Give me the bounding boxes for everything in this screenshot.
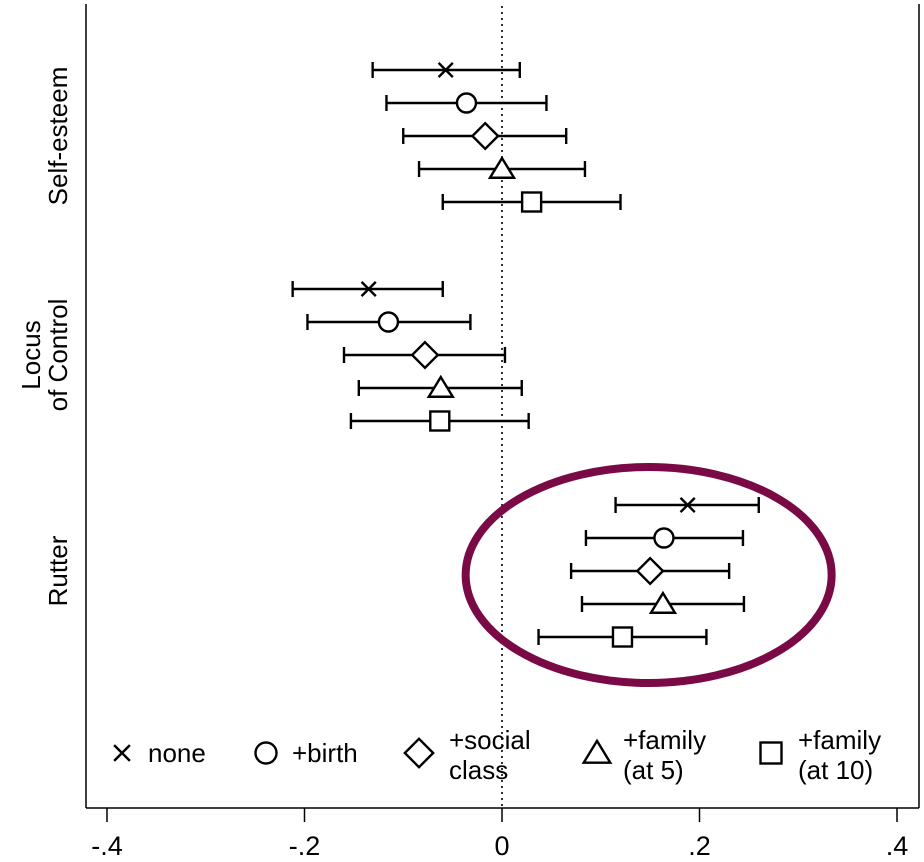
marker-fill [456,93,476,113]
data-point [349,410,530,432]
marker-fill [430,411,450,431]
data-point [385,92,548,114]
marker-fill [650,593,675,613]
legend-item: +family (at 5) [581,725,706,785]
data-point [342,340,507,370]
highlight-ellipse [461,463,836,687]
x-tick-label: 0 [494,831,509,861]
data-point [569,556,731,586]
data-point [580,590,746,614]
marker-circle [377,311,400,333]
x-tick-label: .4 [886,831,909,861]
marker-square [429,410,451,432]
marker-fill [378,312,398,332]
marker-fill [612,627,632,647]
legend-marker-circle [254,741,278,765]
legend-marker-triangle [581,738,613,764]
marker-square [611,626,634,648]
data-point [417,155,587,179]
legend-item: none [113,738,206,768]
data-point [371,62,521,78]
data-point [402,121,568,151]
legend-item: +family (at 10) [759,725,881,785]
marker-square [520,191,543,213]
legend-label: +family (at 5) [623,725,706,785]
legend-item: +social class [403,725,531,785]
marker-fill [522,192,542,212]
legend-label: +social class [449,725,531,785]
data-point [357,374,523,398]
marker-diamond [635,556,665,586]
legend-label: +birth [292,738,358,768]
marker-triangle [487,155,517,179]
marker-circle [455,92,478,114]
marker-diamond [470,121,500,151]
data-point [584,527,745,549]
marker-diamond [410,340,440,370]
legend-marker-diamond [403,737,435,769]
data-point [291,281,444,297]
x-tick-label: -.4 [91,831,123,861]
x-tick-label: .2 [688,831,711,861]
legend-marker-square [759,741,783,765]
x-tick-label: -.2 [289,831,321,861]
marker-fill [654,528,674,548]
data-point [306,311,472,333]
data-point [614,497,760,513]
legend-marker-x [113,744,131,762]
group-label: Locusof Control [16,299,73,412]
legend-item: +birth [254,738,358,768]
marker-circle [653,527,675,549]
group-label: Self-esteem [43,67,73,206]
marker-triangle [426,374,455,398]
group-label: Rutter [43,535,73,606]
marker-x [679,497,696,513]
marker-fill [489,158,515,178]
marker-fill [428,377,453,397]
marker-x [360,281,377,297]
marker-x [437,62,454,78]
marker-triangle [648,590,678,614]
data-point [441,191,622,213]
legend-label: +family (at 10) [798,725,881,785]
legend-label: none [148,738,206,768]
data-point [537,626,708,648]
